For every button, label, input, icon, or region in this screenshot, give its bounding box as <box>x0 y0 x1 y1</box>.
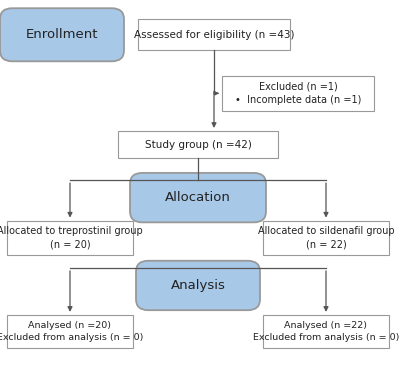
Text: Allocated to treprostinil group
(n = 20): Allocated to treprostinil group (n = 20) <box>0 226 143 250</box>
FancyBboxPatch shape <box>136 261 260 310</box>
FancyBboxPatch shape <box>263 315 389 348</box>
Text: Study group (n =42): Study group (n =42) <box>144 139 252 150</box>
FancyBboxPatch shape <box>222 76 374 111</box>
Text: Analysed (n =22)
Excluded from analysis (n = 0): Analysed (n =22) Excluded from analysis … <box>253 321 399 341</box>
Text: Excluded (n =1)
•  Incomplete data (n =1): Excluded (n =1) • Incomplete data (n =1) <box>235 82 361 105</box>
FancyBboxPatch shape <box>7 220 133 255</box>
Text: Enrollment: Enrollment <box>26 28 98 41</box>
FancyBboxPatch shape <box>263 220 389 255</box>
Text: Analysis: Analysis <box>170 279 226 292</box>
FancyBboxPatch shape <box>0 8 124 61</box>
Text: Allocated to sildenafil group
(n = 22): Allocated to sildenafil group (n = 22) <box>258 226 394 250</box>
FancyBboxPatch shape <box>138 19 290 50</box>
FancyBboxPatch shape <box>130 173 266 222</box>
Text: Assessed for eligibility (n =43): Assessed for eligibility (n =43) <box>134 30 294 40</box>
Text: Allocation: Allocation <box>165 191 231 204</box>
Text: Analysed (n =20)
Excluded from analysis (n = 0): Analysed (n =20) Excluded from analysis … <box>0 321 143 341</box>
FancyBboxPatch shape <box>7 315 133 348</box>
FancyBboxPatch shape <box>118 131 278 158</box>
